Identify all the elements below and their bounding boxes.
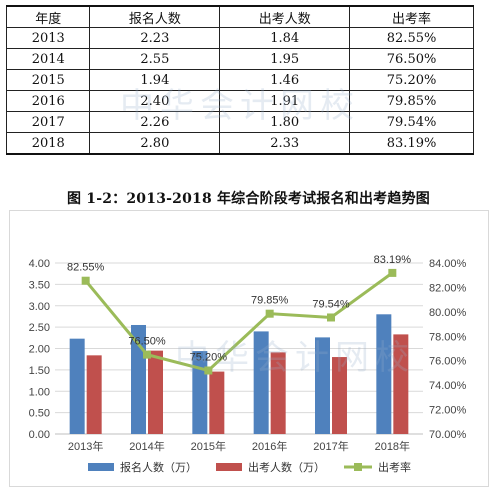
legend-label-rate: 出考率 — [378, 460, 411, 474]
table-cell: 2.33 — [219, 132, 351, 155]
x-tick-label: 2018年 — [375, 439, 410, 453]
y-left-tick-label: 1.00 — [29, 386, 50, 398]
data-label-rate: 76.50% — [128, 336, 166, 348]
legend-label-attend: 出考人数（万） — [248, 460, 325, 474]
table-cell: 2.55 — [89, 48, 221, 70]
x-tick-label: 2013年 — [68, 439, 103, 453]
x-tick-label: 2016年 — [252, 439, 287, 453]
legend-marker-rate — [354, 463, 362, 471]
x-tick-label: 2014年 — [129, 439, 164, 453]
bar-signup — [192, 351, 208, 434]
y-left-tick-label: 4.00 — [29, 258, 50, 270]
table-cell: 76.50% — [349, 48, 474, 70]
line-point-rate — [143, 350, 151, 359]
table-header-cell: 出考人数 — [219, 5, 351, 28]
table-header-cell: 出考率 — [349, 5, 474, 28]
table-cell: 1.95 — [219, 48, 351, 70]
table-cell: 2.26 — [89, 111, 221, 133]
bar-signup — [253, 331, 269, 434]
bar-signup — [315, 337, 330, 434]
legend-swatch-attend — [216, 463, 242, 471]
y-right-tick-label: 82.00% — [429, 282, 467, 294]
data-label-rate: 79.85% — [251, 295, 289, 307]
table-cell: 79.54% — [349, 111, 474, 133]
y-left-tick-label: 3.50 — [29, 279, 50, 291]
line-rate — [84, 271, 394, 373]
table-cell: 2016 — [5, 90, 91, 112]
y-left-tick-label: 3.00 — [29, 301, 50, 313]
bar-attend — [332, 357, 347, 434]
table-row: 2015 1.94 1.46 75.20% — [5, 69, 474, 91]
y-right-tick-label: 76.00% — [429, 356, 467, 368]
table-row: 2017 2.26 1.80 79.54% — [5, 111, 474, 133]
table-cell: 1.84 — [219, 27, 351, 49]
bar-signup — [69, 338, 85, 434]
data-label-rate: 83.19% — [374, 254, 412, 266]
table-header-cell: 报名人数 — [89, 5, 221, 28]
line-point-rate — [81, 276, 90, 285]
table-cell: 2013 — [5, 27, 91, 49]
bar-signup — [376, 314, 392, 434]
table-row: 2018 2.80 2.33 83.19% — [5, 132, 474, 155]
bar-attend — [270, 352, 286, 434]
y-left-tick-label: 2.50 — [29, 322, 50, 334]
table-cell: 2014 — [5, 48, 91, 70]
line-point-rate — [204, 366, 213, 375]
table-cell: 82.55% — [349, 27, 474, 49]
data-label-rate: 82.55% — [67, 262, 105, 274]
bar-attend — [148, 350, 163, 434]
table-row: 2014 2.55 1.95 76.50% — [5, 48, 474, 70]
line-point-rate — [265, 309, 274, 318]
data-label-rate: 79.54% — [312, 298, 350, 310]
table-cell: 2015 — [5, 69, 91, 91]
table-cell: 1.80 — [219, 111, 351, 133]
chart-container: 0.00 0.50 1.00 1.50 2.00 2.50 3.00 3.50 4.00 70.0… — [9, 210, 489, 487]
data-label-rate: 75.20% — [190, 351, 228, 363]
bar-signup — [131, 324, 146, 434]
y-right-tick-label: 80.00% — [429, 307, 467, 319]
y-right-tick-label: 70.00% — [429, 429, 467, 441]
line-point-rate — [327, 313, 335, 322]
table-cell: 2018 — [5, 132, 91, 155]
data-table: 年度 报名人数 出考人数 出考率 2013 2.23 1.84 82.55% 2… — [5, 5, 474, 155]
table-row: 2013 2.23 1.84 82.55% — [5, 27, 474, 49]
y-right-tick-label: 74.00% — [429, 380, 467, 392]
y-left-tick-label: 0.00 — [29, 429, 50, 441]
table-cell: 83.19% — [349, 132, 474, 155]
x-tick-label: 2015年 — [191, 439, 226, 453]
legend-swatch-signup — [88, 463, 114, 471]
bar-attend — [86, 355, 102, 434]
table-row: 2016 2.40 1.91 79.85% — [5, 90, 474, 112]
combo-chart: 0.00 0.50 1.00 1.50 2.00 2.50 3.00 3.50 4.00 70.0… — [29, 254, 467, 474]
y-right-tick-label: 72.00% — [429, 405, 467, 417]
bar-attend — [393, 334, 409, 434]
table-cell: 1.46 — [219, 69, 351, 91]
legend-label-signup: 报名人数（万） — [120, 460, 197, 474]
table-cell: 75.20% — [349, 69, 474, 91]
y-right-tick-label: 78.00% — [429, 331, 467, 343]
table-header-cell: 年度 — [5, 5, 91, 28]
y-left-tick-label: 0.50 — [29, 408, 50, 420]
table-header-row: 年度 报名人数 出考人数 出考率 — [5, 5, 474, 28]
table-cell: 2.80 — [89, 132, 221, 155]
y-left-tick-label: 1.50 — [29, 365, 50, 377]
table-cell: 2017 — [5, 111, 91, 133]
table-cell: 1.91 — [219, 90, 351, 112]
bar-attend — [209, 371, 225, 434]
table-cell: 1.94 — [89, 69, 221, 91]
table-cell: 2.23 — [89, 27, 221, 49]
table-cell: 2.40 — [89, 90, 221, 112]
y-right-tick-label: 84.00% — [429, 258, 467, 270]
table-cell: 79.85% — [349, 90, 474, 112]
line-point-rate — [388, 268, 397, 277]
figure-caption: 图 1-2：2013-2018 年综合阶段考试报名和出考趋势图 — [67, 191, 430, 207]
y-left-tick-label: 2.00 — [29, 344, 50, 356]
x-tick-label: 2017年 — [313, 439, 348, 453]
